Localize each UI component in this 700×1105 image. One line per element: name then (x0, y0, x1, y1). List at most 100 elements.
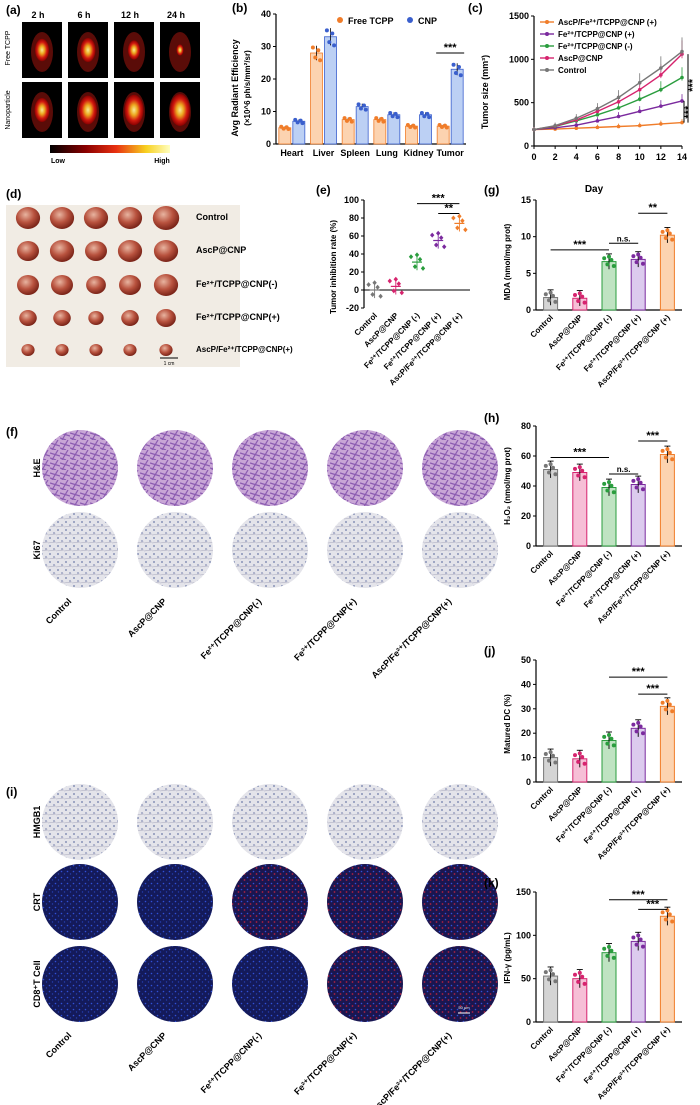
data-point (637, 80, 642, 85)
bar (601, 952, 617, 1023)
data-point (551, 465, 555, 470)
tumor (51, 275, 73, 295)
data-point (602, 256, 607, 261)
data-point (680, 120, 684, 125)
data-point (609, 257, 614, 262)
tumor (17, 241, 39, 261)
data-point (370, 292, 375, 297)
data-point (408, 125, 413, 130)
significance-label: *** (573, 447, 587, 459)
x-axis-label: Day (585, 184, 604, 195)
fluorescence-signal (176, 44, 184, 56)
data-point (577, 291, 582, 296)
data-point (638, 255, 643, 260)
hmgb1-section (137, 784, 213, 860)
scale-low-label: Low (51, 158, 66, 165)
data-point (553, 299, 558, 304)
x-tick-label: Heart (280, 148, 303, 158)
data-point (327, 40, 332, 45)
group-label: AscP@CNP (126, 596, 169, 639)
group-label: AscP/Fe²⁺/TCPP@CNP(+) (369, 1030, 453, 1105)
y-tick-label: 0 (526, 305, 531, 315)
significance-label: *** (573, 239, 587, 251)
row-label-free-tcpp: Free TCPP (5, 30, 12, 65)
x-tick-label: Spleen (340, 148, 370, 158)
x-tick-label: 8 (616, 152, 621, 162)
data-point (543, 463, 548, 468)
data-point (548, 750, 553, 755)
y-tick-label: 100 (344, 195, 359, 205)
legend-label: AscP/Fe²⁺/TCPP@CNP (+) (558, 18, 657, 27)
data-point (413, 125, 418, 130)
hmgb1-section (42, 784, 118, 860)
bar (310, 52, 323, 145)
tumor (19, 310, 37, 326)
hmgb1-section (327, 784, 403, 860)
data-point (667, 450, 672, 455)
data-point (318, 58, 323, 63)
data-point (361, 103, 366, 108)
data-point (576, 759, 581, 764)
bar (419, 114, 432, 145)
bar (659, 454, 675, 547)
data-point (667, 912, 672, 917)
panel-label-k: (k) (484, 876, 499, 890)
data-point (574, 126, 579, 131)
ki67-section (137, 512, 213, 588)
data-point (356, 102, 361, 107)
y-axis-label: MDA (nmol/mg prot) (503, 223, 512, 300)
y-axis-label: Avg Radiant Efficiency (230, 39, 240, 136)
panel-label-a: (a) (6, 3, 21, 17)
data-point (543, 970, 548, 975)
series-line (533, 50, 683, 131)
data-point (414, 252, 420, 258)
bar (572, 472, 588, 547)
y-tick-label: 1500 (509, 11, 529, 21)
panel-f: (f) H&E Ki67 Control AscP@CNP Fe²⁺/TCPP@CN… (6, 425, 498, 680)
data-point (665, 228, 670, 233)
data-point (576, 299, 581, 304)
legend-marker (337, 17, 343, 23)
data-point (631, 935, 636, 940)
crt-section (232, 864, 308, 940)
time-label: 6 h (77, 10, 90, 20)
data-point (419, 110, 424, 115)
data-point (663, 917, 668, 922)
data-point (458, 73, 463, 78)
x-tick-label: 2 (553, 152, 558, 162)
data-point (660, 229, 665, 234)
data-point (609, 948, 614, 953)
data-point (300, 121, 305, 126)
bar (630, 484, 646, 547)
bar (659, 234, 675, 311)
data-point (417, 256, 423, 262)
crt-section (137, 864, 213, 940)
data-point (680, 99, 684, 103)
data-point (574, 123, 579, 127)
significance-label: *** (646, 683, 660, 695)
x-tick-label: Control (529, 549, 555, 575)
data-point (659, 122, 663, 126)
tumor (49, 207, 75, 229)
data-point (551, 972, 555, 977)
y-tick-label: 5 (526, 268, 531, 278)
hmgb1-section (232, 784, 308, 860)
y-tick-label: 20 (261, 74, 271, 84)
legend-label: Control (558, 66, 586, 75)
data-point (636, 252, 641, 257)
data-point (436, 230, 441, 236)
data-point (547, 470, 551, 475)
tumor (89, 344, 103, 356)
data-point (667, 702, 672, 707)
chart-inhibition-rate: (e) Tumor inhibition rate (%) -20 0 20 40 60… (316, 183, 470, 387)
data-point (602, 481, 607, 486)
legend-marker (545, 56, 549, 60)
data-point (667, 231, 672, 236)
y-axis-unit: (×10^6 ph/s/mm²/sr) (243, 50, 252, 126)
tumor (15, 207, 41, 229)
fluorescence-signal (79, 95, 97, 125)
data-point (444, 125, 449, 130)
y-tick-label: 150 (516, 887, 531, 897)
data-point (543, 751, 548, 756)
data-point (396, 281, 401, 287)
